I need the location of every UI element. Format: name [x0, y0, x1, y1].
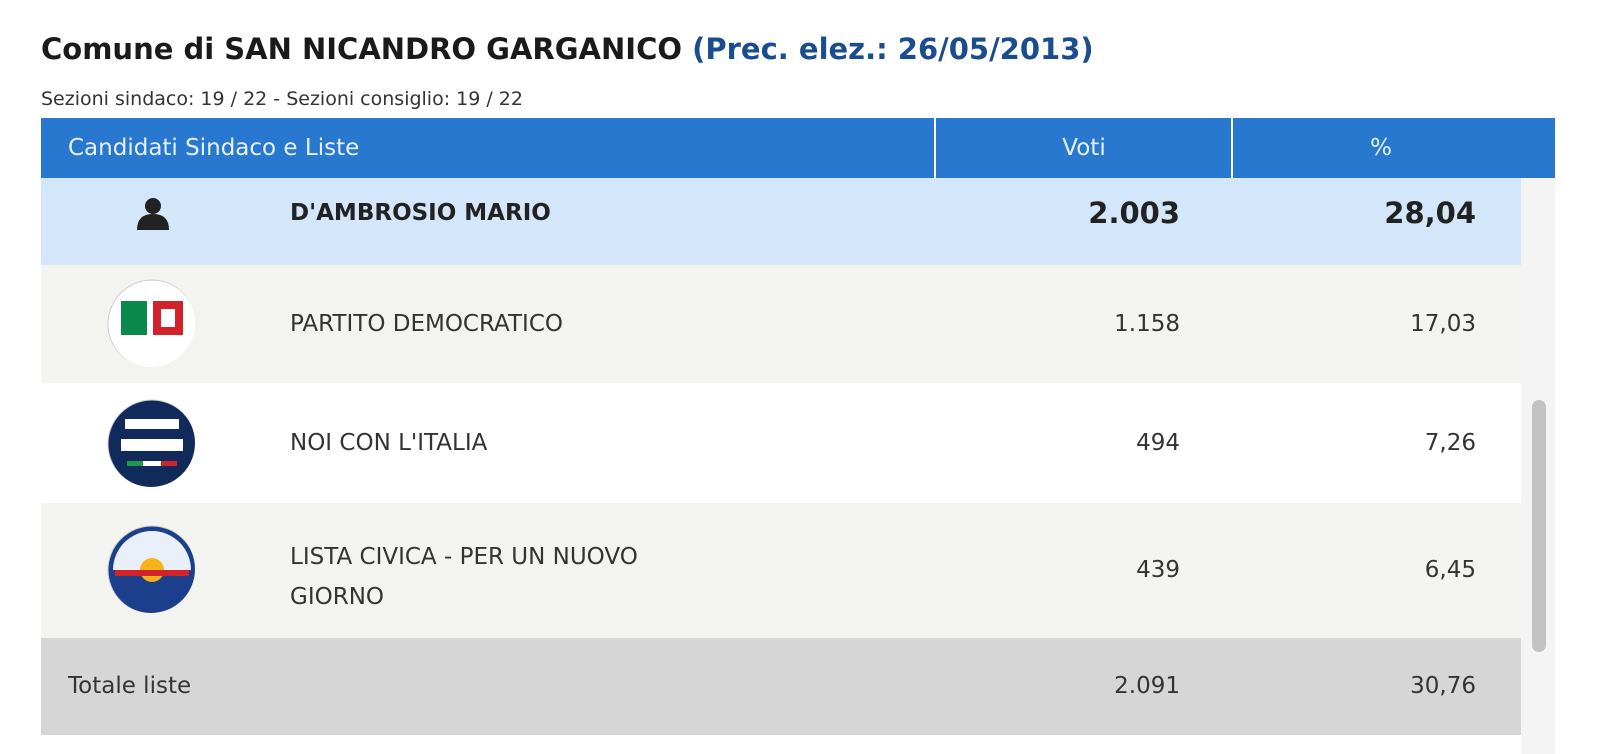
candidate-row: D'AMBROSIO MARIO 2.003 28,04: [41, 178, 1521, 265]
votes: 494: [1136, 430, 1180, 456]
list-name: NOI CON L'ITALIA: [290, 430, 488, 456]
person-icon: [137, 198, 169, 230]
candidate-name: D'AMBROSIO MARIO: [290, 200, 551, 226]
list-name: PARTITO DEMOCRATICO: [290, 311, 563, 337]
votes: 1.158: [1114, 311, 1180, 337]
total-label: Totale liste: [68, 673, 192, 699]
party-logo: [107, 279, 195, 367]
total-row: Totale liste 2.091 30,76: [41, 638, 1521, 735]
title: Comune di SAN NICANDRO GARGANICO: [41, 32, 683, 66]
prev-election-link[interactable]: (Prec. elez.: 26/05/2013): [692, 32, 1094, 66]
list-row: PARTITO DEMOCRATICO 1.158 17,03: [41, 265, 1521, 383]
percent: 28,04: [1384, 196, 1476, 230]
votes: 2.091: [1114, 673, 1180, 699]
scrollbar-thumb[interactable]: [1532, 400, 1546, 652]
percent: 6,45: [1424, 557, 1476, 583]
party-logo: [107, 525, 195, 613]
table-header: Candidati Sindaco e Liste Voti %: [41, 118, 1555, 178]
list-row: LISTA CIVICA - PER UN NUOVO GIORNO 439 6…: [41, 503, 1521, 638]
votes: 2.003: [1088, 196, 1180, 230]
column-header: Voti: [1062, 135, 1106, 161]
percent: 30,76: [1410, 673, 1476, 699]
votes: 439: [1136, 557, 1180, 583]
column-header: %: [1370, 135, 1392, 161]
percent: 17,03: [1410, 311, 1476, 337]
title-line: Comune di SAN NICANDRO GARGANICO (Prec. …: [41, 32, 1094, 66]
divider: [1231, 118, 1233, 178]
subtitle: Sezioni sindaco: 19 / 22 - Sezioni consi…: [41, 88, 523, 110]
party-logo: [107, 399, 195, 487]
column-header: Candidati Sindaco e Liste: [68, 135, 360, 161]
list-name: LISTA CIVICA - PER UN NUOVO GIORNO: [290, 544, 638, 610]
percent: 7,26: [1424, 430, 1476, 456]
list-row: NOI CON L'ITALIA 494 7,26: [41, 383, 1521, 503]
divider: [934, 118, 936, 178]
